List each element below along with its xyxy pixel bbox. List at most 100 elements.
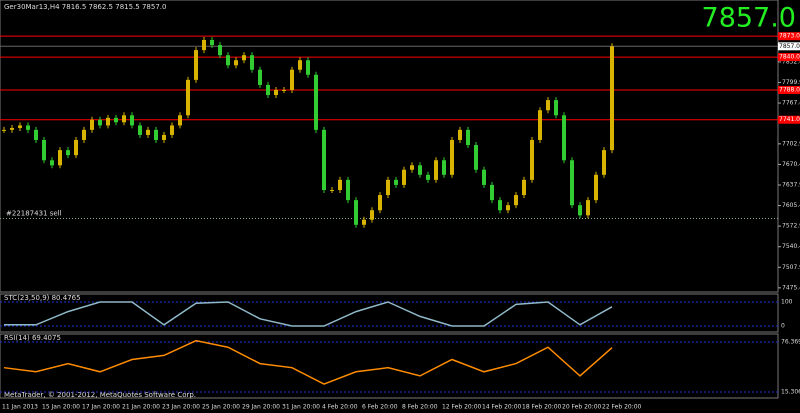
candle-body [418, 165, 422, 175]
level-tag [778, 85, 800, 94]
y-tick-label: 7605.4 [782, 202, 800, 209]
footer: MetaTrader, © 2001-2012, MetaQuotes Soft… [4, 391, 196, 399]
stc-frame [0, 293, 779, 333]
candle-body [386, 179, 390, 196]
candle-body [466, 129, 470, 146]
y-tick-label: 7572.9 [782, 223, 800, 230]
y-tick-label: 7767.4 [782, 100, 800, 107]
y-tick-label: 7670.4 [782, 161, 800, 168]
y-tick-label: 100 [781, 299, 793, 306]
x-tick-label: 29 Jan 20:00 [242, 404, 280, 411]
candle-body [178, 115, 182, 126]
candle-body [442, 160, 446, 175]
level-tag [778, 53, 800, 62]
rsi-title: RSI(14) 69.4075 [4, 334, 61, 342]
candle-body [594, 174, 598, 201]
x-tick-label: 17 Jan 20:00 [82, 404, 120, 411]
candle-body [362, 219, 366, 225]
candle-body [530, 139, 534, 180]
x-tick-label: 25 Jan 20:00 [202, 404, 240, 411]
candle-body [602, 150, 606, 175]
x-tick-label: 8 Feb 20:00 [402, 404, 438, 411]
candle-body [98, 119, 102, 126]
x-tick-label: 23 Jan 20:00 [162, 404, 200, 411]
y-tick-label: 7799.9 [782, 79, 800, 86]
y-tick-label: 0 [781, 323, 785, 330]
y-tick-label: 76.3693 [781, 339, 800, 346]
candle-body [322, 129, 326, 190]
indicator-line [3, 339, 613, 385]
candle-body [194, 50, 198, 80]
candle-body [114, 117, 118, 123]
candle-body [202, 39, 206, 51]
y-tick-label: 7507.9 [782, 264, 800, 271]
candle-body [242, 55, 246, 61]
x-tick-label: 20 Feb 20:00 [562, 404, 602, 411]
x-tick-label: 31 Jan 20:00 [282, 404, 320, 411]
y-tick-label: 7832.4 [782, 58, 800, 65]
candle-body [274, 89, 278, 96]
candle-body [498, 200, 502, 211]
x-tick-label: 22 Feb 20:00 [602, 404, 642, 411]
candle-body [138, 125, 142, 135]
candle-body [370, 210, 374, 220]
candle-body [330, 189, 334, 191]
level-label: 7788.0 [779, 86, 800, 93]
candle-body [610, 46, 614, 151]
y-tick-label: 7540.4 [782, 243, 800, 250]
candle-body [146, 129, 150, 135]
candle-body [10, 127, 14, 130]
candle-body [34, 129, 38, 140]
candle-body [74, 139, 78, 156]
candle-body [562, 115, 566, 161]
candle-body [482, 169, 486, 185]
candle-body [298, 60, 302, 70]
level-tag [778, 115, 800, 124]
candle-body [410, 165, 414, 170]
indicator-line [4, 301, 613, 327]
order-label: #22187431 sell [6, 209, 62, 217]
x-tick-label: 12 Feb 20:00 [442, 404, 482, 411]
candle-body [306, 60, 310, 75]
candle-body [354, 200, 358, 225]
candle-body [378, 195, 382, 211]
candle-body [402, 169, 406, 185]
candle-body [290, 69, 294, 90]
candle-body [586, 200, 590, 216]
level-label: 7741.0 [779, 116, 800, 123]
candle-body [394, 179, 398, 185]
candle-body [66, 150, 70, 156]
candle-body [26, 125, 30, 130]
last-price-tag [778, 42, 800, 51]
last-price-label: 7857.0 [779, 43, 800, 50]
x-tick-label: 15 Jan 20:00 [42, 404, 80, 411]
candle-body [82, 129, 86, 140]
candle-body [2, 129, 6, 131]
x-tick-label: 6 Feb 20:00 [362, 404, 398, 411]
y-tick-label: 15.3066 [781, 389, 800, 396]
rsi-frame [0, 333, 779, 399]
candle-body [314, 74, 318, 130]
candle-body [474, 145, 478, 170]
candle-body [458, 129, 462, 140]
candle-body [170, 125, 174, 135]
candle-body [554, 100, 558, 116]
candle-body [570, 160, 574, 206]
chart-title: Ger30Mar13,H4 7816.5 7862.5 7815.5 7857.… [4, 3, 166, 11]
candle-body [450, 139, 454, 175]
candle-body [162, 134, 166, 140]
candle-body [514, 195, 518, 206]
x-tick-label: 11 Jan 2013 [2, 404, 38, 411]
stc-title: STC(23,50,9) 80.4765 [4, 294, 81, 302]
x-tick-label: 4 Feb 20:00 [322, 404, 358, 411]
candle-body [490, 184, 494, 201]
y-tick-label: 7475.4 [782, 284, 800, 291]
candle-body [210, 39, 214, 46]
level-label: 7873.0 [779, 33, 800, 40]
candle-body [50, 160, 54, 166]
candle-body [282, 89, 286, 91]
candle-body [58, 150, 62, 166]
candle-body [186, 79, 190, 116]
candle-body [426, 174, 430, 180]
candle-body [130, 115, 134, 126]
